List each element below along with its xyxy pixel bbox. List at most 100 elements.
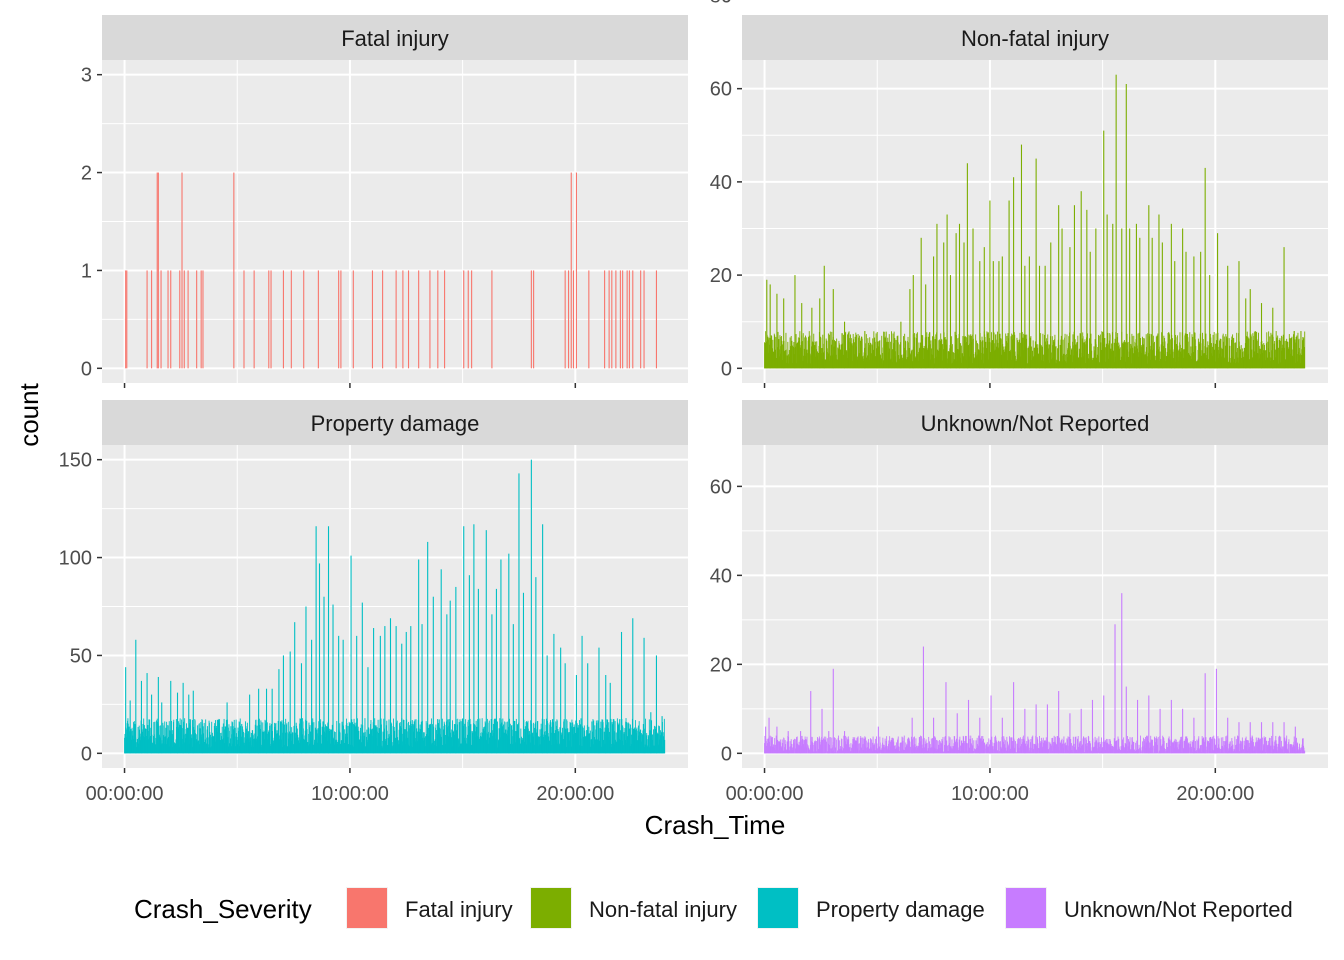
bar [925, 284, 927, 369]
bar [999, 741, 1001, 754]
bar [769, 735, 771, 754]
bar [1287, 749, 1289, 754]
bar [1084, 738, 1086, 754]
bar [161, 702, 163, 754]
bar [1226, 735, 1228, 754]
bar [1072, 334, 1074, 369]
bar [1039, 735, 1040, 754]
bar [187, 727, 189, 754]
bar [166, 721, 168, 754]
bar [1231, 741, 1233, 754]
bar [966, 163, 968, 369]
y-tick-label: 2 [81, 163, 92, 185]
bar [129, 700, 131, 754]
bar [946, 740, 948, 754]
bar [1214, 343, 1216, 369]
bar [1302, 738, 1304, 754]
bar [839, 740, 841, 754]
bar [1037, 743, 1039, 754]
bar [1137, 699, 1139, 754]
bar [1089, 338, 1090, 369]
bar [1289, 744, 1291, 754]
bar [823, 736, 825, 754]
bar [971, 743, 972, 754]
bar [494, 718, 496, 754]
bar [1238, 261, 1240, 369]
bar [604, 270, 606, 369]
legend-item: Fatal injury [346, 887, 513, 929]
bar [972, 745, 974, 754]
y-tick-label: 40 [710, 172, 732, 194]
bar [933, 256, 935, 369]
bar [350, 555, 352, 754]
bar [386, 730, 388, 754]
bar [1029, 337, 1031, 369]
bar [1159, 351, 1161, 369]
bar [410, 626, 412, 754]
bar [916, 332, 918, 369]
bar [1074, 736, 1076, 754]
bar [821, 708, 823, 754]
bar [444, 270, 446, 369]
bar [1212, 334, 1214, 369]
bar [1164, 341, 1166, 369]
bar [1051, 738, 1053, 754]
bar [181, 172, 183, 369]
bar [553, 633, 555, 754]
bar [1140, 751, 1142, 754]
bar [269, 723, 271, 754]
bar [765, 726, 767, 754]
bar [1181, 736, 1182, 754]
bar [371, 270, 374, 369]
bar [794, 738, 796, 754]
bar [1154, 341, 1155, 369]
bar [951, 739, 953, 754]
bar [660, 730, 662, 754]
bar [860, 747, 862, 754]
bar [786, 741, 788, 754]
bar [318, 563, 321, 754]
bar [785, 349, 787, 369]
bar [1300, 331, 1302, 369]
bar [1185, 251, 1187, 369]
bar [783, 298, 785, 369]
bar [905, 350, 907, 369]
bar [1264, 350, 1266, 369]
bar [441, 718, 443, 754]
bar [993, 742, 995, 754]
bar [856, 737, 858, 754]
bar [153, 722, 155, 754]
bar [640, 270, 642, 369]
bar [805, 739, 807, 754]
bar [160, 725, 162, 754]
legend-item: Unknown/Not Reported [1005, 887, 1293, 929]
bar [657, 733, 659, 754]
bar [1084, 341, 1086, 369]
bar [882, 353, 883, 369]
bar [1227, 717, 1229, 754]
bar [1223, 336, 1225, 369]
bar [1259, 738, 1261, 754]
bar [825, 736, 827, 754]
bar [782, 743, 784, 754]
x-axis-title: Crash_Time [645, 810, 786, 840]
bar [575, 675, 577, 754]
bar [769, 284, 771, 369]
bar [1253, 340, 1255, 369]
panel-background [742, 445, 1328, 768]
bar [312, 718, 314, 754]
bar [898, 746, 900, 754]
bar [1220, 748, 1222, 754]
bar [157, 721, 159, 754]
bar [806, 349, 808, 369]
bar [942, 736, 944, 754]
panel-background [742, 60, 1328, 383]
bar [1151, 237, 1153, 369]
bar [1260, 722, 1263, 754]
bar [1114, 338, 1116, 369]
bar [1104, 338, 1106, 369]
y-tick-label: 80 [710, 0, 732, 7]
bar [1018, 747, 1020, 754]
bar [1047, 334, 1049, 369]
bar [1106, 214, 1108, 369]
